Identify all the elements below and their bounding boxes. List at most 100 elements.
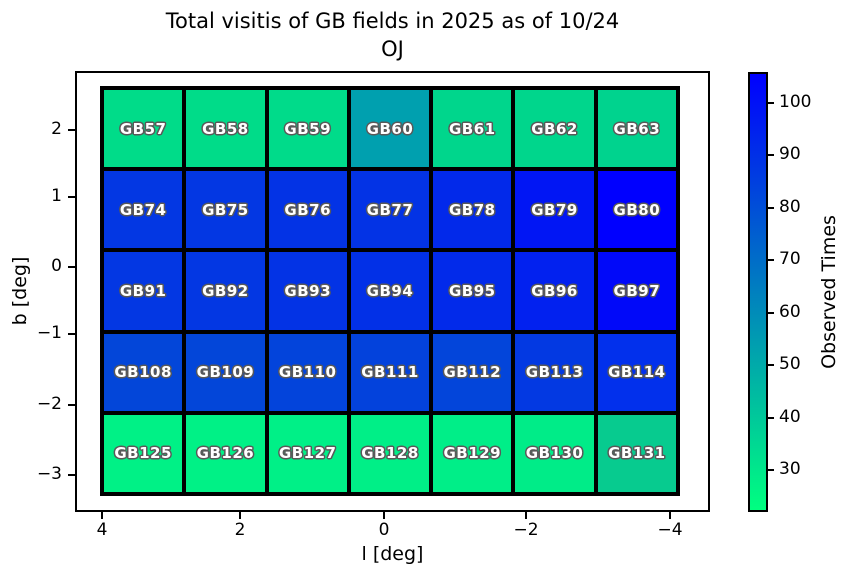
y-tick-label: 2 [51,119,62,139]
cell-label: GB95 [448,281,496,300]
heatmap-cell-gb60: GB60 [348,88,432,170]
cell-label: GB58 [202,119,249,138]
cell-label: GB80 [613,200,661,219]
heatmap-cell-gb97: GB97 [595,250,678,332]
cell-label: GB96 [531,281,578,300]
colorbar-tick-label: 70 [779,249,801,269]
cell-label: GB61 [448,119,496,138]
heatmap-cell-gb58: GB58 [184,88,267,170]
colorbar-label: Observed Times [818,215,840,369]
cell-label: GB108 [114,363,172,382]
cell-label: GB112 [443,363,502,382]
colorbar-tick-mark [768,207,774,209]
x-tick-label: 4 [96,520,108,540]
cell-label: GB109 [196,363,255,382]
cell-label: GB78 [448,200,496,219]
heatmap-cell-gb79: GB79 [513,169,596,251]
heatmap-cell-gb112: GB112 [431,331,514,413]
heatmap-cell-gb108: GB108 [102,331,185,413]
cell-label: GB126 [196,444,255,463]
x-tick-mark [383,512,385,519]
heatmap-cell-gb96: GB96 [513,250,596,332]
cell-label: GB111 [361,363,419,382]
heatmap-cell-gb78: GB78 [431,169,514,251]
heatmap-cell-gb126: GB126 [184,412,267,494]
heatmap-grid: GB57 GB58 GB59 GB60 GB61 GB62 GB63 GB74 GB75 GB76… [100,86,680,496]
heatmap-cell-gb62: GB62 [513,88,596,170]
heatmap-cell-gb125: GB125 [102,412,185,494]
x-tick-mark [101,512,103,519]
y-tick-label: 1 [51,186,62,206]
x-tick-mark [239,512,241,519]
x-tick-label: −4 [657,520,683,540]
chart-title-line2: OJ [381,37,404,61]
heatmap-cell-gb94: GB94 [348,250,432,332]
cell-label: GB129 [443,444,502,463]
heatmap-cell-gb74: GB74 [102,169,185,251]
cell-label: GB74 [119,200,167,219]
y-tick-mark [68,266,75,268]
heatmap-cell-gb129: GB129 [431,412,514,494]
heatmap-cell-gb128: GB128 [348,412,432,494]
heatmap-cell-gb91: GB91 [102,250,185,332]
cell-label: GB77 [366,200,414,219]
y-tick-mark [68,404,75,406]
cell-label: GB114 [608,363,666,382]
heatmap-cell-gb127: GB127 [266,412,349,494]
y-tick-label: 0 [51,256,62,276]
colorbar [748,72,768,512]
heatmap-cell-gb61: GB61 [431,88,514,170]
cell-label: GB128 [361,444,419,463]
cell-label: GB131 [608,444,666,463]
heatmap-cell-gb77: GB77 [348,169,432,251]
y-tick-mark [68,474,75,476]
cell-label: GB60 [366,119,414,138]
cell-label: GB62 [531,119,578,138]
y-tick-mark [68,333,75,335]
y-tick-label: −3 [36,464,62,484]
x-tick-mark [525,512,527,519]
colorbar-tick-mark [768,259,774,261]
colorbar-tick-label: 80 [779,197,801,217]
cell-label: GB110 [278,363,337,382]
colorbar-tick-label: 100 [779,92,812,112]
cell-label: GB75 [202,200,249,219]
heatmap-cell-gb113: GB113 [513,331,596,413]
cell-label: GB91 [119,281,167,300]
cell-label: GB130 [525,444,584,463]
colorbar-tick-label: 30 [779,459,801,479]
colorbar-tick-mark [768,469,774,471]
x-tick-label: 0 [378,520,390,540]
x-axis-label: l [deg] [361,543,424,565]
chart-title-line1: Total visitis of GB fields in 2025 as of… [165,9,620,33]
heatmap-cell-gb59: GB59 [266,88,349,170]
y-tick-label: −2 [36,394,62,414]
colorbar-tick-label: 90 [779,144,801,164]
colorbar-tick-mark [768,154,774,156]
cell-label: GB125 [114,444,172,463]
y-tick-mark [68,129,75,131]
colorbar-tick-mark [768,417,774,419]
colorbar-tick-label: 60 [779,302,801,322]
heatmap-cell-gb57: GB57 [102,88,185,170]
cell-label: GB127 [278,444,337,463]
x-tick-label: −2 [513,520,539,540]
cell-label: GB79 [531,200,578,219]
x-tick-mark [669,512,671,519]
x-tick-label: 2 [234,520,246,540]
colorbar-tick-mark [768,102,774,104]
heatmap-cell-gb109: GB109 [184,331,267,413]
y-tick-mark [68,196,75,198]
cell-label: GB93 [284,281,332,300]
heatmap-cell-gb111: GB111 [348,331,432,413]
heatmap-cell-gb63: GB63 [595,88,678,170]
cell-label: GB63 [613,119,661,138]
cell-label: GB59 [284,119,332,138]
heatmap-cell-gb93: GB93 [266,250,349,332]
cell-label: GB57 [119,119,167,138]
cell-label: GB113 [525,363,584,382]
heatmap-cell-gb92: GB92 [184,250,267,332]
colorbar-tick-mark [768,312,774,314]
heatmap-cell-gb75: GB75 [184,169,267,251]
